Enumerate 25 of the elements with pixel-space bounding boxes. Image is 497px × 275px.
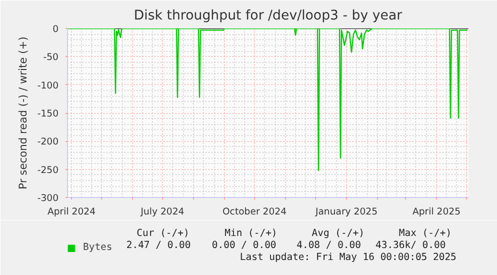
text: Avg (-/+) — [312, 228, 364, 239]
text: 2.47 / 0.00 — [126, 240, 191, 251]
y-tick-label: -50 — [43, 52, 59, 64]
x-tick-label: July 2024 — [140, 206, 184, 218]
y-tick-label: -150 — [37, 108, 59, 120]
chart-title: Disk throughput for /dev/loop3 - by year — [134, 8, 403, 24]
x-tick-label: April 2024 — [47, 206, 96, 218]
text: Last update: Fri May 16 00:00:05 2025 — [240, 252, 457, 263]
text: Max (-/+) — [398, 228, 452, 239]
x-tick-label: January 2025 — [314, 206, 378, 218]
y-tick-label: 0 — [52, 24, 59, 35]
text: 43.36k/ 0.00 — [375, 240, 446, 251]
x-tick-label: October 2024 — [222, 206, 287, 218]
x-tick-label: April 2025 — [412, 206, 461, 218]
y-axis-title: Pr second read (-) / write (+) — [16, 36, 30, 190]
text: 4.08 / 0.00 — [296, 240, 362, 251]
legend-label: Bytes — [83, 242, 112, 254]
text: Min (-/+) — [224, 228, 278, 239]
y-tick-label: -250 — [37, 164, 59, 176]
y-tick-label: -200 — [37, 136, 59, 148]
y-tick-label: -300 — [37, 193, 59, 204]
line-series — [68, 28, 468, 172]
y-tick-label: -100 — [37, 80, 59, 92]
text: Cur (-/+) — [136, 228, 190, 239]
text: 0.00 / 0.00 — [212, 240, 276, 251]
